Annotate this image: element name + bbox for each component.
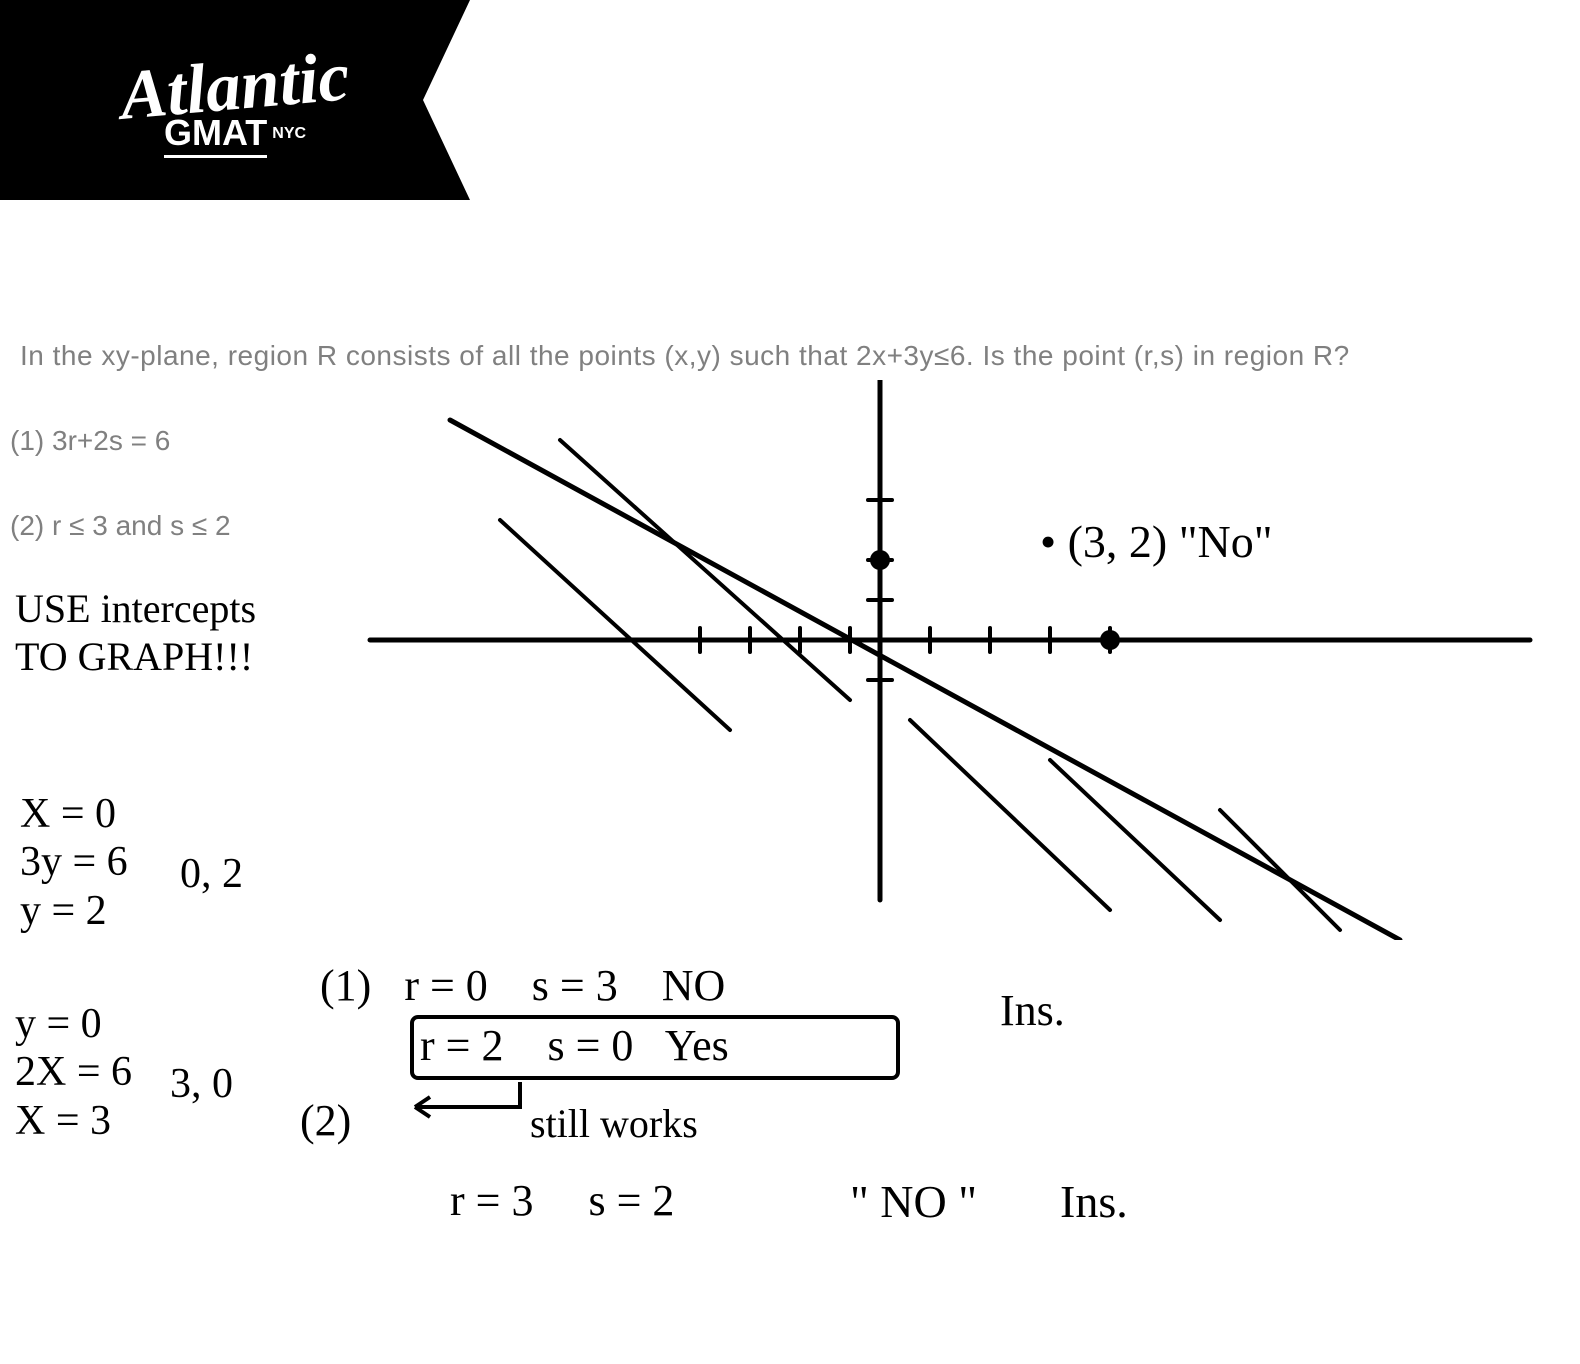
cx2: 3y = 6 — [20, 839, 128, 885]
ins2: Ins. — [1060, 1175, 1128, 1228]
logo-main: Atlantic — [117, 37, 353, 137]
no2: " NO " — [850, 1175, 977, 1228]
cx1: X = 0 — [20, 791, 116, 837]
intercepts-l1: USE intercepts — [15, 586, 256, 631]
cy2: 2X = 6 — [15, 1049, 132, 1095]
note-intercepts: USE intercepts TO GRAPH!!! — [15, 585, 256, 681]
t1-res: NO — [662, 961, 726, 1010]
point-3-0: 3, 0 — [170, 1060, 233, 1108]
logo: Atlantic GMATNYC — [0, 0, 470, 200]
graph-sketch — [350, 380, 1550, 940]
cx3: y = 2 — [20, 888, 107, 934]
test1-row: (1) r = 0 s = 3 NO — [320, 960, 725, 1011]
still-works: still works — [530, 1100, 698, 1147]
calc-x: X = 0 3y = 6 y = 2 — [20, 790, 128, 935]
statement-2: (2) r ≤ 3 and s ≤ 2 — [10, 510, 231, 542]
ins1: Ins. — [1000, 985, 1065, 1036]
t2b-r: r = 3 — [450, 1176, 533, 1225]
calc-y: y = 0 2X = 6 X = 3 — [15, 1000, 132, 1145]
intercepts-l2: TO GRAPH!!! — [15, 634, 253, 679]
t1-s: s = 3 — [532, 961, 618, 1010]
logo-nyc: NYC — [272, 125, 306, 142]
t1-r: r = 0 — [404, 961, 487, 1010]
cy3: X = 3 — [15, 1098, 111, 1144]
cy1: y = 0 — [15, 1001, 102, 1047]
test2-label: (2) — [300, 1095, 351, 1146]
statement-1: (1) 3r+2s = 6 — [10, 425, 170, 457]
point-0-2: 0, 2 — [180, 850, 243, 898]
box-highlight — [410, 1015, 900, 1080]
test2b-row: r = 3 s = 2 — [450, 1175, 674, 1226]
arrow-stillworks — [400, 1082, 540, 1132]
t2b-s: s = 2 — [588, 1176, 674, 1225]
question-text: In the xy-plane, region R consists of al… — [20, 340, 1350, 372]
t1-label: (1) — [320, 961, 371, 1010]
